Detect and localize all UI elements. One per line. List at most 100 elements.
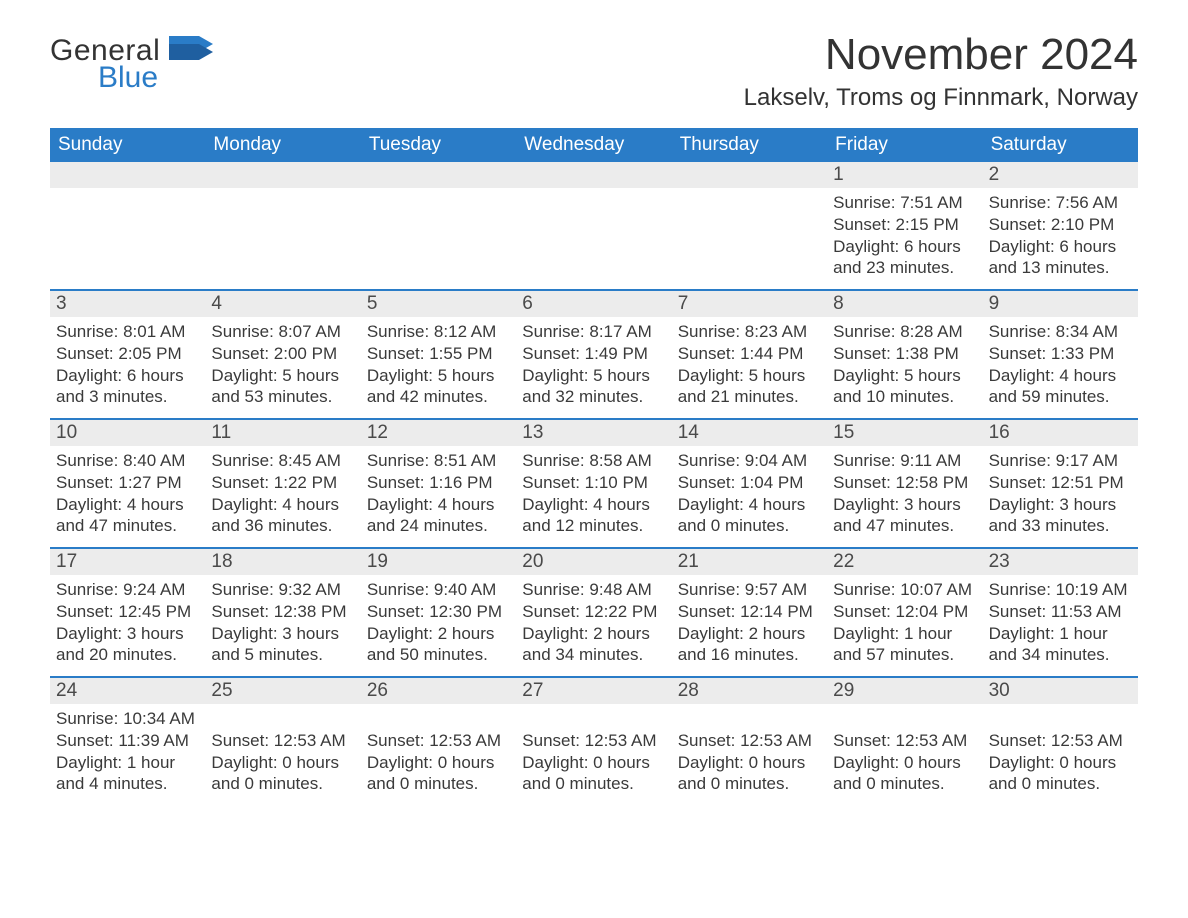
day-number [361, 162, 516, 188]
day-detail-line: Daylight: 5 hours and 42 minutes. [367, 365, 510, 409]
day-cell: Sunrise: 9:17 AMSunset: 12:51 PMDaylight… [983, 446, 1138, 547]
day-number: 3 [50, 291, 205, 317]
day-detail-line: Sunset: 12:53 AM [211, 730, 354, 752]
day-detail-line: Sunset: 1:55 PM [367, 343, 510, 365]
day-detail-line: Sunrise: 8:40 AM [56, 450, 199, 472]
day-number: 2 [983, 162, 1138, 188]
day-detail-line: Sunrise: 8:58 AM [522, 450, 665, 472]
day-number: 5 [361, 291, 516, 317]
day-detail-line: Daylight: 0 hours and 0 minutes. [678, 752, 821, 796]
calendar-table: Sunday Monday Tuesday Wednesday Thursday… [50, 128, 1138, 805]
day-cell: Sunrise: 8:01 AMSunset: 2:05 PMDaylight:… [50, 317, 205, 418]
day-detail-line: Sunrise: 8:34 AM [989, 321, 1132, 343]
day-cell: Sunrise: 10:19 AMSunset: 11:53 AMDayligh… [983, 575, 1138, 676]
day-cell [361, 188, 516, 289]
day-number: 23 [983, 549, 1138, 575]
day-number: 18 [205, 549, 360, 575]
day-detail-line [833, 708, 976, 730]
day-cell: Sunset: 12:53 AMDaylight: 0 hours and 0 … [827, 704, 982, 805]
daynum-row: 12 [50, 162, 1138, 188]
day-cell [672, 188, 827, 289]
day-detail-line: Daylight: 2 hours and 50 minutes. [367, 623, 510, 667]
day-number: 1 [827, 162, 982, 188]
weekday-header: Monday [205, 128, 360, 162]
day-number: 28 [672, 678, 827, 704]
day-detail-line: Sunrise: 8:17 AM [522, 321, 665, 343]
weekday-header: Tuesday [361, 128, 516, 162]
day-cell: Sunrise: 8:58 AMSunset: 1:10 PMDaylight:… [516, 446, 671, 547]
day-detail-line: Sunset: 12:53 AM [833, 730, 976, 752]
weekday-header: Friday [827, 128, 982, 162]
title-block: November 2024 Lakselv, Troms og Finnmark… [744, 30, 1138, 112]
day-detail-line: Sunrise: 8:51 AM [367, 450, 510, 472]
day-number: 24 [50, 678, 205, 704]
weekday-header: Saturday [983, 128, 1138, 162]
day-number: 14 [672, 420, 827, 446]
day-detail-line: Sunset: 12:38 PM [211, 601, 354, 623]
day-detail-line: Sunset: 1:49 PM [522, 343, 665, 365]
day-detail-line: Daylight: 2 hours and 34 minutes. [522, 623, 665, 667]
day-cell: Sunset: 12:53 AMDaylight: 0 hours and 0 … [205, 704, 360, 805]
day-detail-line: Sunrise: 9:40 AM [367, 579, 510, 601]
daynum-row: 17181920212223 [50, 549, 1138, 575]
day-cell: Sunrise: 7:56 AMSunset: 2:10 PMDaylight:… [983, 188, 1138, 289]
day-detail-line: Daylight: 4 hours and 36 minutes. [211, 494, 354, 538]
day-detail-line: Sunset: 11:39 AM [56, 730, 199, 752]
day-cell: Sunset: 12:53 AMDaylight: 0 hours and 0 … [361, 704, 516, 805]
day-number: 17 [50, 549, 205, 575]
day-cell: Sunrise: 9:57 AMSunset: 12:14 PMDaylight… [672, 575, 827, 676]
daynum-row: 3456789 [50, 291, 1138, 317]
day-detail-line: Daylight: 3 hours and 47 minutes. [833, 494, 976, 538]
day-cell: Sunrise: 9:32 AMSunset: 12:38 PMDaylight… [205, 575, 360, 676]
day-cell: Sunrise: 8:40 AMSunset: 1:27 PMDaylight:… [50, 446, 205, 547]
day-detail-line: Sunset: 12:51 PM [989, 472, 1132, 494]
day-detail-line: Daylight: 1 hour and 57 minutes. [833, 623, 976, 667]
location-subtitle: Lakselv, Troms og Finnmark, Norway [744, 84, 1138, 112]
day-number: 12 [361, 420, 516, 446]
day-cell: Sunrise: 8:45 AMSunset: 1:22 PMDaylight:… [205, 446, 360, 547]
day-detail-line: Daylight: 6 hours and 23 minutes. [833, 236, 976, 280]
day-number: 9 [983, 291, 1138, 317]
day-number: 27 [516, 678, 671, 704]
day-number: 30 [983, 678, 1138, 704]
day-detail-line: Sunset: 1:27 PM [56, 472, 199, 494]
day-cell: Sunrise: 9:40 AMSunset: 12:30 PMDaylight… [361, 575, 516, 676]
day-detail-line: Daylight: 0 hours and 0 minutes. [367, 752, 510, 796]
day-detail-line: Daylight: 0 hours and 0 minutes. [989, 752, 1132, 796]
brand-word2: Blue [98, 64, 215, 91]
day-detail-line: Sunset: 12:53 AM [989, 730, 1132, 752]
weeks-container: 12Sunrise: 7:51 AMSunset: 2:15 PMDayligh… [50, 162, 1138, 805]
day-detail-line: Daylight: 3 hours and 5 minutes. [211, 623, 354, 667]
day-detail-line: Daylight: 5 hours and 53 minutes. [211, 365, 354, 409]
day-cell: Sunset: 12:53 AMDaylight: 0 hours and 0 … [983, 704, 1138, 805]
day-detail-line: Daylight: 5 hours and 10 minutes. [833, 365, 976, 409]
day-detail-line: Sunrise: 9:24 AM [56, 579, 199, 601]
day-cell: Sunset: 12:53 AMDaylight: 0 hours and 0 … [516, 704, 671, 805]
day-detail-line: Sunrise: 10:19 AM [989, 579, 1132, 601]
day-number: 15 [827, 420, 982, 446]
month-title: November 2024 [744, 30, 1138, 80]
day-detail-line: Sunset: 12:58 PM [833, 472, 976, 494]
day-detail-line: Daylight: 4 hours and 24 minutes. [367, 494, 510, 538]
day-cell: Sunrise: 8:51 AMSunset: 1:16 PMDaylight:… [361, 446, 516, 547]
day-detail-line [522, 708, 665, 730]
day-detail-line: Sunset: 1:16 PM [367, 472, 510, 494]
day-cell: Sunrise: 9:48 AMSunset: 12:22 PMDaylight… [516, 575, 671, 676]
day-detail-line: Sunset: 12:30 PM [367, 601, 510, 623]
day-detail-line: Sunset: 12:45 PM [56, 601, 199, 623]
day-detail-line: Sunrise: 9:04 AM [678, 450, 821, 472]
weekday-header-row: Sunday Monday Tuesday Wednesday Thursday… [50, 128, 1138, 162]
day-number: 7 [672, 291, 827, 317]
day-detail-line [678, 708, 821, 730]
day-detail-line: Daylight: 6 hours and 13 minutes. [989, 236, 1132, 280]
day-detail-line: Daylight: 3 hours and 20 minutes. [56, 623, 199, 667]
day-detail-line: Sunset: 2:00 PM [211, 343, 354, 365]
day-number: 8 [827, 291, 982, 317]
daynum-row: 24252627282930 [50, 678, 1138, 704]
day-number: 26 [361, 678, 516, 704]
day-number: 19 [361, 549, 516, 575]
day-detail-line: Daylight: 4 hours and 12 minutes. [522, 494, 665, 538]
day-number [516, 162, 671, 188]
day-cell: Sunrise: 10:07 AMSunset: 12:04 PMDayligh… [827, 575, 982, 676]
day-detail-line [211, 708, 354, 730]
